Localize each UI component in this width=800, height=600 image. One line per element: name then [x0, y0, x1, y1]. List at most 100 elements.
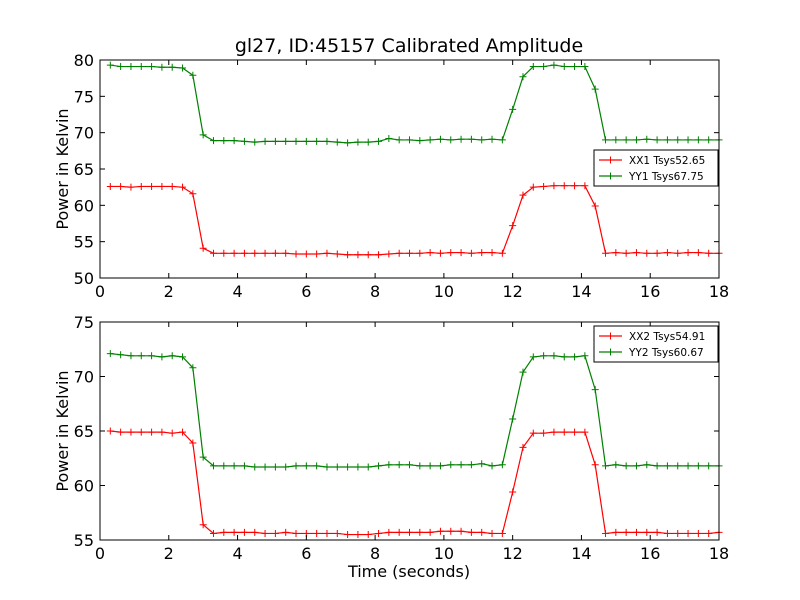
data-point: [705, 529, 713, 537]
data-point: [385, 528, 393, 536]
x-tick-label: 16: [640, 544, 660, 563]
data-point: [602, 529, 610, 537]
data-point: [612, 136, 620, 144]
x-tick-label: 2: [164, 282, 174, 301]
legend-entry-label: YY2 Tsys60.67: [628, 347, 704, 359]
data-point: [282, 137, 290, 145]
data-point: [292, 137, 300, 145]
data-point: [158, 353, 166, 361]
x-tick-label: 0: [95, 544, 105, 563]
data-point: [220, 462, 228, 470]
data-point: [127, 63, 135, 71]
data-point: [117, 428, 125, 436]
data-point: [199, 521, 207, 529]
data-point: [663, 462, 671, 470]
y-tick-label: 65: [74, 422, 94, 441]
data-point: [643, 135, 651, 143]
data-point: [467, 528, 475, 536]
data-point: [602, 249, 610, 257]
data-point: [694, 529, 702, 537]
data-point: [230, 462, 238, 470]
data-point: [251, 138, 259, 146]
data-point: [148, 352, 156, 360]
data-point: [663, 529, 671, 537]
data-point: [571, 353, 579, 361]
data-point: [251, 463, 259, 471]
data-point: [447, 461, 455, 469]
x-tick-label: 0: [95, 282, 105, 301]
data-point: [488, 135, 496, 143]
data-point: [591, 85, 599, 93]
y-tick-label: 55: [74, 233, 94, 252]
y-tick-label: 55: [74, 531, 94, 550]
data-point: [540, 352, 548, 360]
data-point: [467, 249, 475, 257]
data-point: [467, 135, 475, 143]
data-point: [292, 250, 300, 258]
data-point: [148, 428, 156, 436]
data-point: [467, 461, 475, 469]
data-point: [199, 131, 207, 139]
data-point: [375, 529, 383, 537]
y-axis-label: Power in Kelvin: [53, 370, 72, 491]
data-point: [199, 244, 207, 252]
data-point: [406, 461, 413, 469]
data-point: [313, 250, 321, 258]
data-point: [632, 528, 640, 536]
data-point: [571, 428, 579, 436]
data-point: [106, 427, 114, 435]
data-point: [612, 528, 620, 536]
data-point: [612, 461, 620, 469]
y-tick-label: 50: [74, 269, 94, 288]
data-point: [581, 352, 589, 360]
data-point: [240, 462, 248, 470]
data-point: [705, 249, 713, 257]
data-point: [416, 528, 424, 536]
data-point: [478, 249, 486, 257]
data-point: [395, 461, 403, 469]
data-point: [529, 429, 537, 437]
data-point: [106, 61, 114, 69]
data-point: [591, 386, 599, 394]
y-tick-label: 75: [74, 87, 94, 106]
data-point: [230, 249, 238, 257]
data-point: [540, 182, 548, 190]
data-point: [179, 64, 187, 72]
data-point: [385, 134, 393, 142]
x-tick-label: 14: [571, 282, 591, 301]
x-tick-label: 14: [571, 544, 591, 563]
data-point: [240, 137, 248, 145]
data-point: [106, 350, 114, 358]
data-point: [705, 462, 713, 470]
data-point: [457, 527, 465, 535]
data-point: [313, 462, 321, 470]
y-tick-label: 65: [74, 160, 94, 179]
x-tick-label: 6: [301, 282, 311, 301]
data-point: [364, 138, 372, 146]
data-point: [230, 528, 238, 536]
data-point: [158, 428, 166, 436]
data-point: [292, 462, 300, 470]
data-point: [643, 249, 651, 257]
data-point: [653, 528, 661, 536]
x-tick-label: 18: [709, 282, 729, 301]
x-tick-label: 16: [640, 282, 660, 301]
data-point: [385, 250, 393, 258]
data-point: [581, 428, 589, 436]
data-point: [581, 63, 589, 71]
data-point: [148, 182, 156, 190]
data-point: [426, 136, 434, 144]
data-point: [323, 137, 331, 145]
data-point: [663, 249, 671, 257]
data-point: [282, 463, 290, 471]
data-point: [117, 182, 125, 190]
data-point: [447, 136, 455, 144]
data-point: [271, 137, 279, 145]
legend-marker: [607, 348, 614, 356]
data-point: [498, 136, 506, 144]
data-point: [426, 462, 434, 470]
data-point: [529, 63, 537, 71]
data-point: [364, 251, 372, 259]
data-point: [137, 63, 145, 71]
y-tick-label: 75: [74, 313, 94, 332]
